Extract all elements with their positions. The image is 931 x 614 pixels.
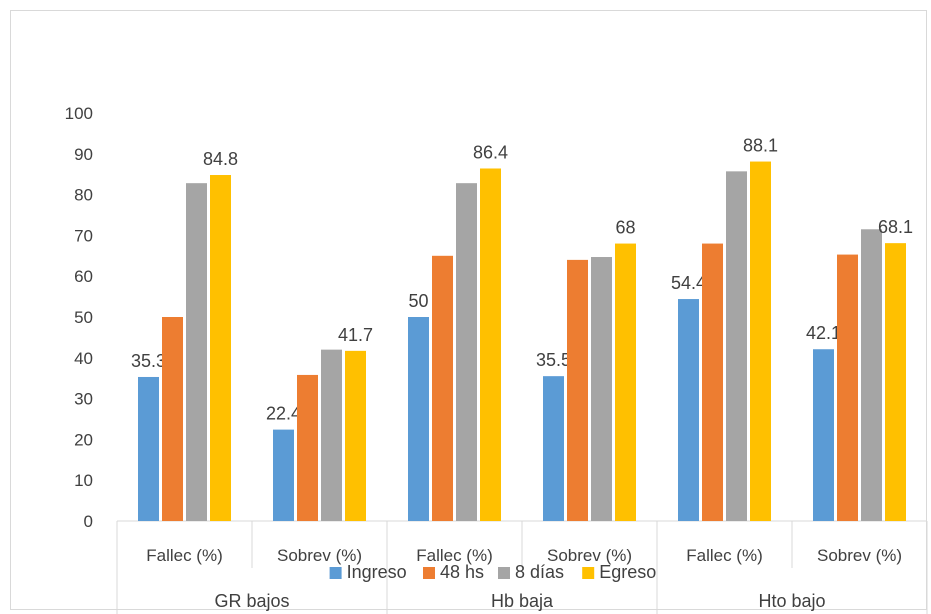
data-label: 54.4 [671, 273, 706, 293]
bar [750, 161, 771, 521]
bar [186, 183, 207, 521]
bar [432, 255, 453, 522]
bar [408, 317, 429, 521]
bar [837, 254, 858, 522]
data-label: 35.3 [131, 351, 166, 371]
bar [591, 257, 612, 521]
bar [162, 317, 183, 521]
legend-label: 8 días [515, 562, 564, 582]
category-label: Fallec (%) [146, 546, 223, 565]
group-label: Hto bajo [758, 591, 825, 611]
y-tick-label: 40 [74, 349, 93, 368]
data-label: 50 [408, 291, 428, 311]
bar [885, 243, 906, 522]
bar [861, 229, 882, 521]
data-label: 68.1 [878, 217, 913, 237]
legend-label: 48 hs [440, 562, 484, 582]
bar [726, 171, 747, 521]
y-tick-label: 20 [74, 430, 93, 449]
legend-swatch [582, 567, 595, 579]
y-tick-label: 10 [74, 471, 93, 490]
bar [678, 299, 699, 521]
bar [567, 259, 588, 521]
y-tick-label: 30 [74, 390, 93, 409]
legend-swatch [423, 567, 435, 579]
legend-label: Ingreso [347, 562, 407, 582]
bar [480, 168, 501, 521]
y-tick-label: 100 [65, 104, 93, 123]
data-label: 42.1 [806, 323, 841, 343]
data-label: 41.7 [338, 325, 373, 345]
bar [345, 350, 366, 521]
bar [543, 376, 564, 521]
bar [813, 349, 834, 521]
legend-swatch [498, 567, 510, 579]
bar [138, 376, 159, 521]
category-label: Fallec (%) [416, 546, 493, 565]
data-label: 35.5 [536, 350, 571, 370]
bar [702, 243, 723, 521]
data-label: 22.4 [266, 404, 301, 424]
bar [297, 374, 318, 521]
bar [615, 243, 636, 521]
data-label: 84.8 [203, 149, 238, 169]
legend-label: Egreso [599, 562, 656, 582]
bar [456, 183, 477, 521]
y-tick-label: 80 [74, 186, 93, 205]
data-label: 68 [615, 218, 635, 238]
category-label: Fallec (%) [686, 546, 763, 565]
legend-swatch [329, 567, 342, 579]
y-tick-label: 50 [74, 308, 93, 327]
bar [210, 175, 231, 522]
category-label: Sobrev (%) [817, 546, 902, 565]
category-label: Sobrev (%) [277, 546, 362, 565]
y-tick-label: 0 [84, 512, 93, 531]
group-label: GR bajos [214, 591, 289, 611]
y-tick-label: 60 [74, 267, 93, 286]
y-tick-label: 70 [74, 226, 93, 245]
y-tick-label: 90 [74, 145, 93, 164]
data-label: 86.4 [473, 142, 508, 162]
bar [321, 349, 342, 521]
bar [273, 429, 294, 521]
category-label: Sobrev (%) [547, 546, 632, 565]
data-label: 88.1 [743, 136, 778, 156]
group-label: Hb baja [491, 591, 554, 611]
